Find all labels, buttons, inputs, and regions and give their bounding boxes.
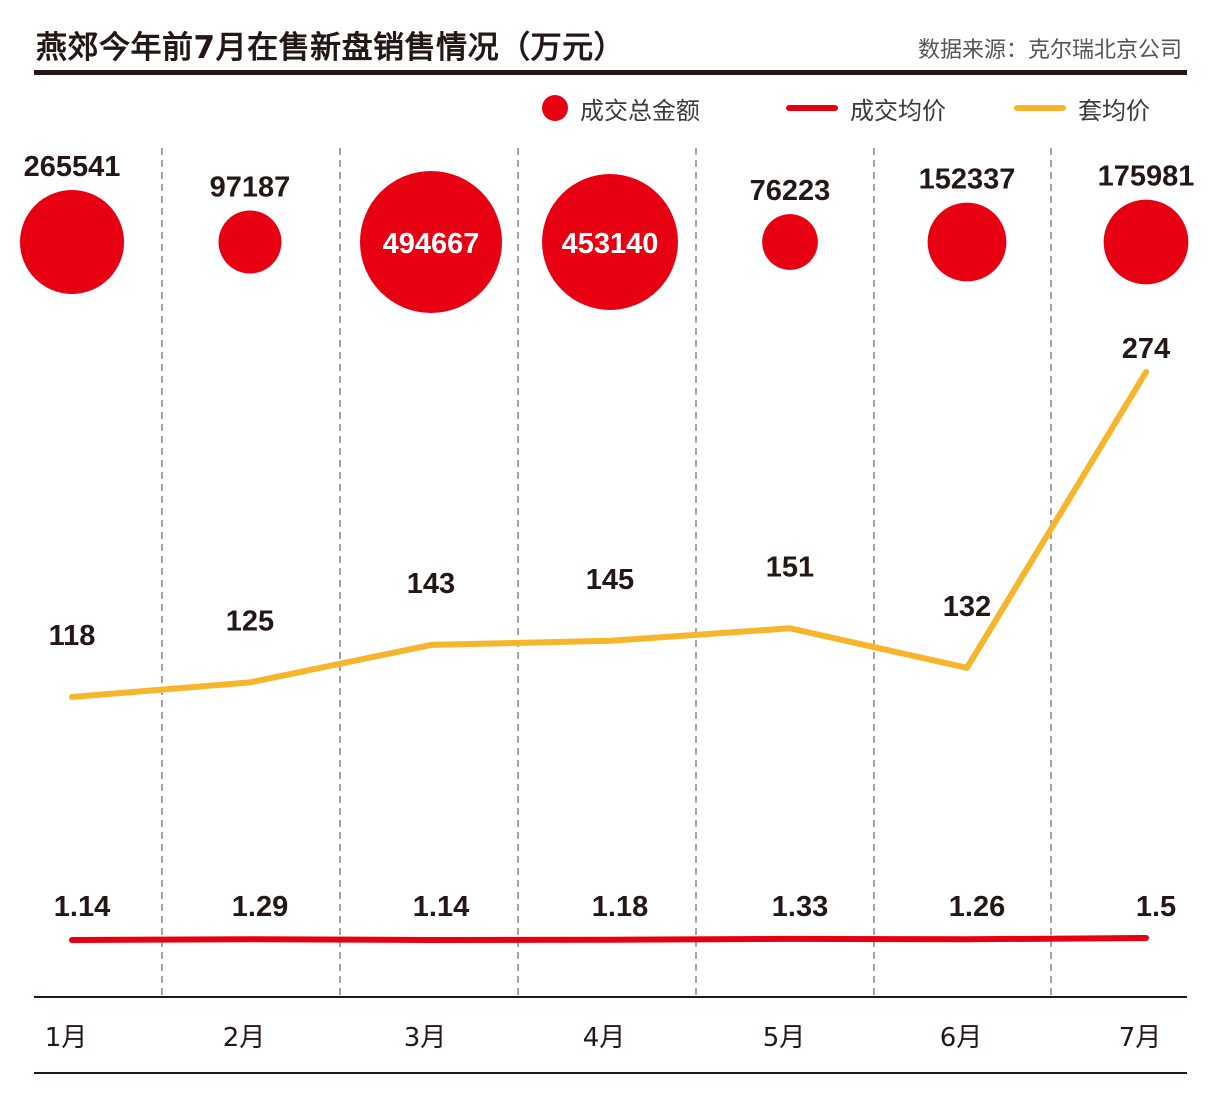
avg-price-value-label: 1.18 [592,891,648,923]
legend-red-line-icon [786,105,838,111]
avg-price-value-label: 1.33 [772,891,828,923]
series-line-unit-price [69,369,1149,700]
legend-item-total: 成交总金额 [542,88,700,128]
unit-price-value-label: 132 [943,591,991,623]
unit-price-value-label: 143 [407,568,455,600]
legend-label-total: 成交总金额 [580,96,700,125]
x-tick-label: 7月 [1119,1023,1162,1053]
x-tick-label: 2月 [223,1023,266,1053]
avg-price-value-label: 1.29 [232,891,288,923]
bubble-total [762,214,818,270]
x-tick-label: 3月 [404,1023,447,1053]
avg-price-value-label: 1.5 [1136,891,1176,923]
avg-price-value-label: 1.26 [949,891,1005,923]
bubble-value-label: 97187 [210,172,291,204]
x-tick-label: 1月 [45,1023,88,1053]
bubble-value-label: 494667 [383,228,480,260]
bubble-total [360,171,502,313]
legend-item-avg: 成交均价 [786,88,946,128]
unit-price-value-label: 145 [586,564,634,596]
bubble-total [1103,199,1189,285]
legend-label-unit: 套均价 [1078,96,1150,125]
title-rule [34,70,1187,75]
bubble-value-label: 152337 [919,164,1016,196]
unit-price-value-label: 125 [226,605,274,637]
unit-price-value-label: 118 [49,620,96,652]
x-tick-label: 5月 [763,1023,806,1053]
chart-title: 燕郊今年前7月在售新盘销售情况（万元） [36,30,626,66]
bubble-total [19,189,125,295]
legend-item-unit: 套均价 [1014,88,1150,128]
avg-price-value-label: 1.14 [413,891,469,923]
data-source: 数据来源：克尔瑞北京公司 [917,38,1182,63]
bubble-total [218,210,282,274]
bubble-total [927,202,1007,282]
bubble-value-label: 76223 [750,175,831,207]
legend-yellow-line-icon [1014,105,1066,111]
series-line-avg-price [69,935,1149,943]
bubble-value-label: 453140 [562,228,659,260]
unit-price-value-label: 151 [766,551,814,583]
bubble-value-label: 175981 [1098,161,1195,193]
bubble-value-label: 265541 [24,151,121,183]
legend-bubble-icon [542,95,568,121]
x-tick-label: 6月 [940,1023,983,1053]
unit-price-value-label: 274 [1122,333,1170,365]
x-tick-label: 4月 [583,1023,626,1053]
bubble-total [542,174,678,310]
legend-label-avg: 成交均价 [850,96,946,125]
avg-price-value-label: 1.14 [54,891,110,923]
